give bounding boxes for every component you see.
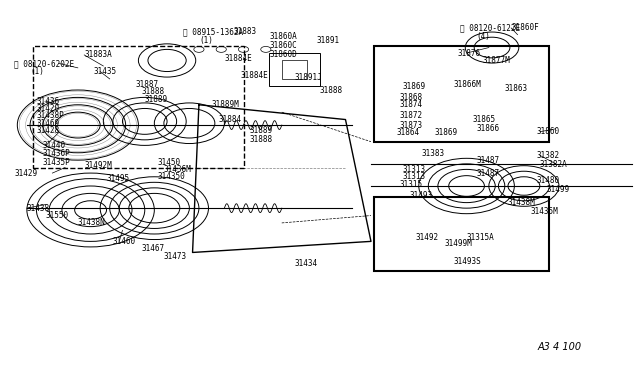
Text: 31499M: 31499M: [444, 239, 472, 248]
Text: 31869: 31869: [403, 82, 426, 91]
Text: 31429: 31429: [14, 169, 37, 177]
Text: 31487: 31487: [476, 169, 499, 177]
Text: 31440: 31440: [43, 141, 66, 150]
Text: 31315: 31315: [399, 180, 423, 189]
Text: 31436P: 31436P: [43, 149, 70, 158]
Text: 31869: 31869: [435, 128, 458, 137]
Text: 31383: 31383: [422, 149, 445, 158]
Text: 31884E: 31884E: [241, 71, 268, 80]
Text: 31382A: 31382A: [540, 160, 568, 169]
Text: 31863: 31863: [505, 84, 528, 93]
Text: 31435M: 31435M: [531, 207, 558, 217]
Text: 31873: 31873: [399, 121, 423, 129]
Text: 31860: 31860: [537, 127, 560, 136]
Text: 31450: 31450: [157, 157, 180, 167]
Text: 31884E: 31884E: [225, 54, 252, 63]
Text: 31874: 31874: [399, 100, 423, 109]
Text: 31860D: 31860D: [269, 51, 297, 60]
Text: 31888: 31888: [320, 86, 343, 94]
Text: 31420: 31420: [36, 104, 60, 113]
Text: 31876: 31876: [457, 49, 480, 58]
Text: 31888: 31888: [141, 87, 164, 96]
Text: 31492: 31492: [415, 233, 438, 242]
Text: 31313: 31313: [403, 165, 426, 174]
Text: 31865: 31865: [473, 115, 496, 124]
Text: 31313: 31313: [403, 172, 426, 181]
Text: ⓦ 08915-1362A: ⓦ 08915-1362A: [183, 27, 243, 36]
Text: 31877M: 31877M: [483, 56, 510, 65]
Text: 31884: 31884: [218, 115, 241, 124]
Text: 31866: 31866: [476, 124, 499, 133]
Text: 31864: 31864: [396, 128, 420, 137]
Text: 31860A: 31860A: [269, 32, 297, 41]
Text: 31889: 31889: [250, 126, 273, 135]
Text: 31887: 31887: [135, 80, 158, 89]
Text: 31860F: 31860F: [511, 23, 539, 32]
Text: 31883: 31883: [234, 27, 257, 36]
Text: 31315A: 31315A: [467, 233, 494, 242]
Text: 31438P: 31438P: [36, 111, 64, 121]
Text: A3 4 100: A3 4 100: [537, 342, 581, 352]
Text: 31493S: 31493S: [454, 257, 481, 266]
Text: 31889: 31889: [145, 95, 168, 104]
Text: 314350: 314350: [157, 172, 185, 181]
Text: 31495: 31495: [106, 174, 130, 183]
Text: 31891: 31891: [317, 36, 340, 45]
Text: 31467: 31467: [141, 244, 164, 253]
Text: 31868: 31868: [399, 93, 423, 102]
Text: 31460: 31460: [113, 237, 136, 246]
Text: 31438N: 31438N: [78, 218, 106, 227]
Bar: [282, 61, 307, 79]
Circle shape: [260, 46, 271, 52]
Text: 31872: 31872: [399, 111, 423, 121]
Text: 31480: 31480: [537, 176, 560, 185]
Text: (1): (1): [30, 67, 44, 76]
Bar: [33, 46, 244, 167]
Text: 31883A: 31883A: [84, 51, 112, 60]
Text: Ⓑ 08120-6202E: Ⓑ 08120-6202E: [14, 59, 74, 68]
Text: 31487: 31487: [476, 155, 499, 165]
Text: 31866M: 31866M: [454, 80, 481, 89]
Text: 31499: 31499: [546, 185, 570, 194]
Text: 31889M: 31889M: [212, 100, 239, 109]
Text: 31891J: 31891J: [294, 73, 323, 81]
Text: 31435P: 31435P: [43, 157, 70, 167]
Text: 31492M: 31492M: [84, 161, 112, 170]
Bar: [269, 53, 320, 86]
Text: 31438M: 31438M: [508, 198, 536, 207]
Text: 31860C: 31860C: [269, 41, 297, 50]
Bar: [374, 197, 549, 271]
Text: (4): (4): [476, 32, 490, 41]
Text: 31434: 31434: [294, 259, 317, 268]
Text: 31436: 31436: [36, 97, 60, 106]
Text: 31438: 31438: [27, 203, 50, 213]
Text: 31493: 31493: [409, 191, 433, 200]
Circle shape: [239, 46, 248, 52]
Text: 31469: 31469: [36, 119, 60, 128]
Circle shape: [216, 46, 227, 52]
Text: 31428: 31428: [36, 126, 60, 135]
Text: 31382: 31382: [537, 151, 560, 160]
Text: (1): (1): [199, 36, 213, 45]
Text: 31435: 31435: [94, 67, 117, 76]
Text: 31888: 31888: [250, 135, 273, 144]
Bar: [374, 46, 549, 142]
Text: 31473: 31473: [164, 251, 187, 261]
Text: Ⓑ 08120-6122E: Ⓑ 08120-6122E: [460, 23, 520, 32]
Text: 31550: 31550: [46, 211, 69, 220]
Text: 31436M: 31436M: [164, 165, 191, 174]
Circle shape: [194, 46, 204, 52]
